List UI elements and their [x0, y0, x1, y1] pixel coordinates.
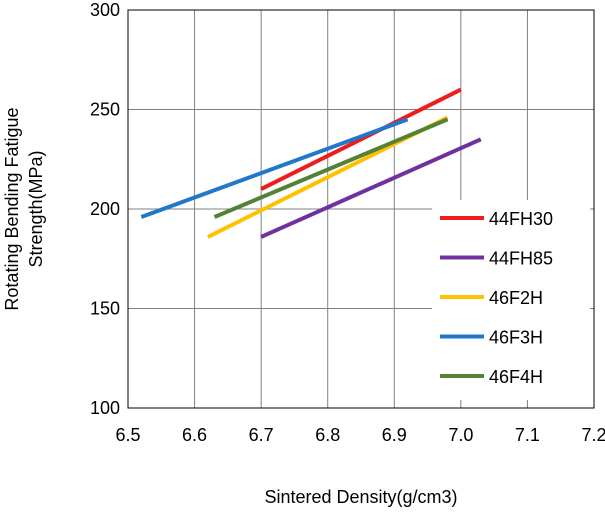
legend-background — [432, 200, 590, 400]
legend-label-46f2h: 46F2H — [489, 288, 543, 308]
y-tick-label: 250 — [90, 100, 120, 120]
legend-label-46f3h: 46F3H — [489, 328, 543, 348]
legend-label-46f4h: 46F4H — [489, 367, 543, 387]
x-tick-label: 6.9 — [382, 425, 407, 445]
x-tick-label: 7.0 — [448, 425, 473, 445]
x-tick-label: 6.5 — [115, 425, 140, 445]
x-tick-label: 7.2 — [581, 425, 605, 445]
series-line-46f4h — [213, 117, 449, 219]
y-tick-labels: 100 150 200 250 300 — [90, 0, 120, 418]
x-tick-label: 6.6 — [182, 425, 207, 445]
series-lines — [140, 87, 482, 239]
x-tick-label: 7.1 — [515, 425, 540, 445]
legend-label-44fh30: 44FH30 — [489, 209, 553, 229]
legend: 44FH30 44FH85 46F2H 46F3H 46F4H — [432, 200, 590, 400]
y-tick-label: 200 — [90, 199, 120, 219]
x-tick-label: 6.7 — [249, 425, 274, 445]
y-tick-label: 300 — [90, 0, 120, 20]
series-line-46f3h — [140, 117, 409, 219]
y-axis-title-line-2: Strength(MPa) — [26, 150, 46, 267]
x-axis-title: Sintered Density(g/cm3) — [264, 487, 457, 507]
y-tick-label: 100 — [90, 398, 120, 418]
legend-label-44fh85: 44FH85 — [489, 249, 553, 269]
y-axis-title: Rotating Bending Fatigue Strength(MPa) — [2, 107, 46, 310]
x-tick-labels: 6.5 6.6 6.7 6.8 6.9 7.0 7.1 7.2 — [115, 425, 605, 445]
y-axis-title-line-1: Rotating Bending Fatigue — [2, 107, 22, 310]
x-tick-label: 6.8 — [315, 425, 340, 445]
series-line-44fh30 — [260, 87, 462, 191]
y-tick-label: 150 — [90, 299, 120, 319]
plot-border — [127, 9, 595, 409]
series-line-44fh85 — [260, 137, 482, 239]
